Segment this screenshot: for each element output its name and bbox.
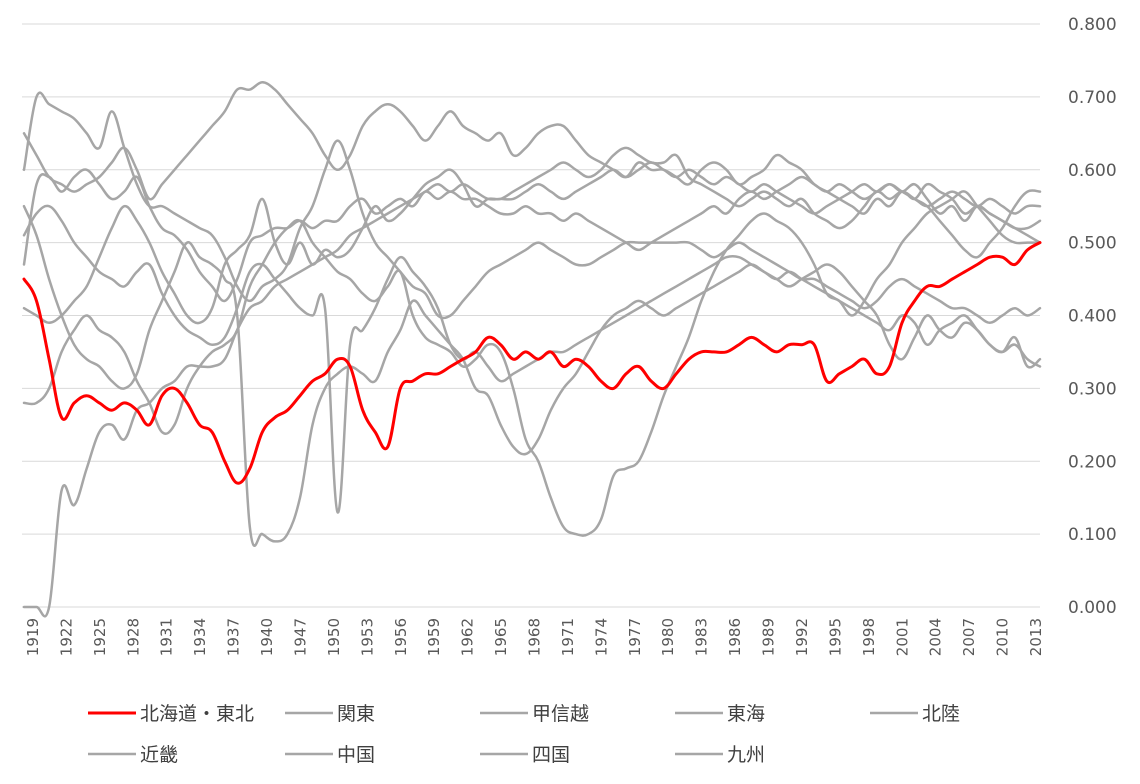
x-tick-label: 1977 bbox=[626, 618, 644, 656]
legend-item: 近畿 bbox=[88, 744, 178, 766]
x-tick-label: 1998 bbox=[860, 618, 878, 656]
series-line-7 bbox=[22, 161, 1042, 618]
x-tick-label: 1922 bbox=[57, 618, 75, 656]
legend-item: 東海 bbox=[675, 703, 765, 725]
legend-item: 四国 bbox=[480, 744, 570, 766]
series-line-4 bbox=[22, 146, 1042, 325]
gridlines bbox=[22, 23, 1040, 608]
series-line-8 bbox=[22, 204, 1042, 547]
x-tick-label: 1934 bbox=[191, 618, 209, 656]
x-tick-label: 1983 bbox=[693, 618, 711, 656]
x-tick-label: 1950 bbox=[325, 618, 343, 656]
x-tick-label: 2004 bbox=[927, 618, 945, 656]
series-lines bbox=[22, 81, 1042, 618]
x-tick-label: 1940 bbox=[258, 618, 276, 656]
series-line-0 bbox=[22, 241, 1042, 485]
legend-label: 四国 bbox=[532, 744, 570, 766]
legend-label: 東海 bbox=[727, 703, 765, 725]
series-line-5 bbox=[22, 91, 1042, 325]
x-tick-label: 1992 bbox=[793, 618, 811, 656]
x-tick-label: 2001 bbox=[893, 618, 911, 656]
x-tick-label: 1968 bbox=[526, 618, 544, 656]
x-tick-label: 2013 bbox=[1027, 618, 1045, 656]
x-axis-ticks: 1919 1922 1925 1928 1931 1934 1937 1940 1947 1950… bbox=[24, 618, 1045, 656]
y-tick-label: 0.100 bbox=[1068, 525, 1117, 545]
legend-label: 北陸 bbox=[922, 703, 960, 725]
legend-label: 近畿 bbox=[140, 744, 178, 766]
series-line-3 bbox=[22, 168, 1042, 303]
x-tick-label: 1953 bbox=[358, 618, 376, 656]
legend-label: 中国 bbox=[337, 744, 375, 766]
y-tick-label: 0.300 bbox=[1068, 379, 1117, 399]
y-tick-label: 0.800 bbox=[1068, 15, 1117, 35]
x-tick-label: 2007 bbox=[960, 618, 978, 656]
x-tick-label: 1919 bbox=[24, 618, 42, 656]
x-tick-label: 1965 bbox=[492, 618, 510, 656]
series-line-2 bbox=[22, 190, 1042, 537]
legend-label: 九州 bbox=[727, 744, 765, 766]
y-tick-label: 0.000 bbox=[1068, 598, 1117, 618]
legend-item: 関東 bbox=[285, 703, 375, 725]
legend-item: 北海道・東北 bbox=[88, 703, 254, 725]
x-tick-label: 1995 bbox=[826, 618, 844, 656]
y-tick-label: 0.700 bbox=[1068, 88, 1117, 108]
legend-label: 北海道・東北 bbox=[140, 703, 254, 725]
x-tick-label: 1956 bbox=[392, 618, 410, 656]
y-tick-label: 0.600 bbox=[1068, 161, 1117, 181]
legend-item: 北陸 bbox=[870, 703, 960, 725]
legend-label: 甲信越 bbox=[532, 703, 589, 725]
x-tick-label: 1962 bbox=[459, 618, 477, 656]
x-tick-label: 1986 bbox=[726, 618, 744, 656]
x-tick-label: 1974 bbox=[592, 618, 610, 656]
x-tick-label: 1959 bbox=[425, 618, 443, 656]
x-tick-label: 1928 bbox=[124, 618, 142, 656]
x-tick-label: 1971 bbox=[559, 618, 577, 656]
legend-label: 関東 bbox=[337, 703, 375, 725]
x-tick-label: 1937 bbox=[225, 618, 243, 656]
y-tick-label: 0.500 bbox=[1068, 234, 1117, 254]
legend-item: 九州 bbox=[675, 744, 765, 766]
x-tick-label: 1931 bbox=[158, 618, 176, 656]
x-tick-label: 1947 bbox=[291, 618, 309, 656]
legend-item: 中国 bbox=[285, 744, 375, 766]
series-line-1 bbox=[22, 81, 1042, 244]
y-tick-label: 0.400 bbox=[1068, 307, 1117, 327]
y-tick-label: 0.200 bbox=[1068, 452, 1117, 472]
x-tick-label: 1989 bbox=[760, 618, 778, 656]
x-tick-label: 1980 bbox=[659, 618, 677, 656]
y-axis-ticks: 0.000 0.100 0.200 0.300 0.400 0.500 0.600 0.700… bbox=[1068, 15, 1117, 618]
legend-item: 甲信越 bbox=[480, 703, 589, 725]
x-tick-label: 2010 bbox=[994, 618, 1012, 656]
x-tick-label: 1925 bbox=[91, 618, 109, 656]
series-line-6 bbox=[22, 204, 1042, 514]
